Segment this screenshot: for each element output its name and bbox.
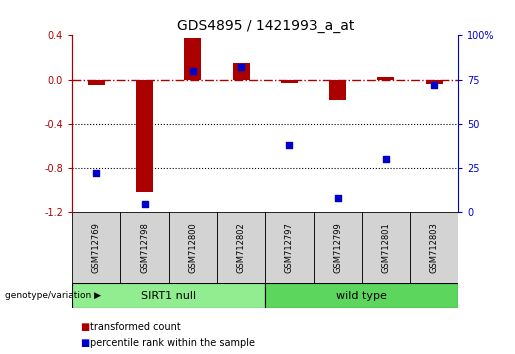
Text: ■: ■ (80, 338, 89, 348)
Text: GSM712799: GSM712799 (333, 222, 342, 273)
Point (382, 156, 390, 162)
Bar (377, 78, 394, 80)
Bar (410, 212, 458, 283)
Point (430, 82, 438, 88)
Text: percentile rank within the sample: percentile rank within the sample (90, 338, 255, 348)
Bar (281, 80, 298, 83)
Point (285, 142, 294, 148)
Bar (72, 212, 121, 283)
Bar (88, 80, 105, 85)
Bar (233, 63, 250, 80)
Bar (265, 212, 314, 283)
Bar (169, 212, 217, 283)
Title: GDS4895 / 1421993_a_at: GDS4895 / 1421993_a_at (177, 19, 354, 33)
Text: GSM712801: GSM712801 (382, 222, 390, 273)
Text: GSM712800: GSM712800 (188, 222, 197, 273)
Text: wild type: wild type (336, 291, 387, 301)
Bar (426, 80, 443, 84)
Point (141, 201, 149, 206)
Bar (329, 80, 346, 99)
Bar (184, 38, 201, 80)
Text: GSM712798: GSM712798 (140, 222, 149, 273)
Text: ■: ■ (80, 322, 89, 332)
Text: transformed count: transformed count (90, 322, 181, 332)
Text: GSM712797: GSM712797 (285, 222, 294, 273)
Text: GSM712803: GSM712803 (430, 222, 439, 273)
Text: GSM712802: GSM712802 (236, 222, 246, 273)
Point (188, 68, 197, 74)
Bar (265, 283, 458, 308)
Bar (314, 212, 362, 283)
Bar (72, 283, 265, 308)
Bar (217, 212, 265, 283)
Point (334, 195, 342, 201)
Text: SIRT1 null: SIRT1 null (141, 291, 196, 301)
Text: genotype/variation ▶: genotype/variation ▶ (5, 291, 101, 300)
Bar (121, 212, 169, 283)
Bar (362, 212, 410, 283)
Text: GSM712769: GSM712769 (92, 222, 101, 273)
Point (237, 64, 245, 70)
Point (92, 171, 100, 176)
Bar (136, 80, 153, 193)
